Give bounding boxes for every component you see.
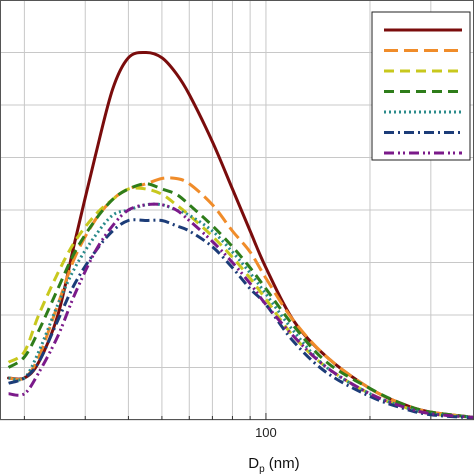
legend-box [371,11,471,161]
series-line-2 [8,176,474,419]
x-axis-label-main: D [248,455,259,472]
x-ticks: 100 [23,413,474,440]
series-line-4 [7,182,474,419]
series-line-5 [8,202,474,419]
x-tick-label: 100 [255,425,277,440]
x-axis-label-subscript: p [259,464,265,474]
series-layer [7,50,474,420]
series-line-7 [8,202,474,419]
legend [371,11,471,161]
x-axis-label-unit: (nm) [265,455,300,472]
x-axis-label: Dp (nm) [248,455,299,474]
series-line-6 [8,218,474,420]
